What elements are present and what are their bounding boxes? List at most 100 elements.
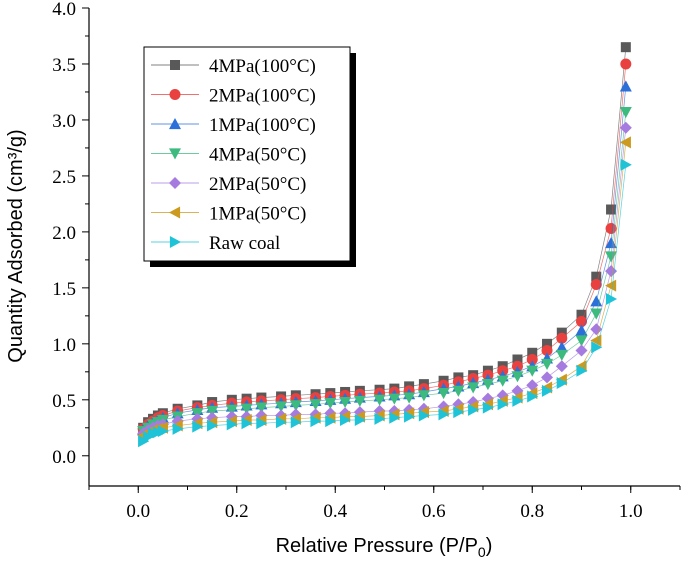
data-point [207, 419, 219, 432]
data-point [620, 58, 632, 70]
y-tick-label: 3.0 [52, 111, 76, 132]
legend-label: 2MPa(50°C) [209, 174, 306, 195]
data-point [590, 295, 603, 307]
data-point [576, 309, 587, 320]
data-point [275, 416, 288, 429]
data-point [590, 279, 602, 291]
data-point [590, 334, 602, 347]
y-tick-label: 1.0 [52, 335, 76, 356]
data-point [374, 412, 386, 425]
data-point [575, 335, 588, 347]
data-point [467, 382, 480, 394]
data-point [497, 398, 509, 411]
x-tick-label: 0.0 [126, 501, 150, 522]
data-point [590, 323, 603, 336]
data-point [575, 344, 588, 357]
series-7 [138, 158, 632, 448]
data-point [542, 338, 553, 349]
data-point [605, 279, 617, 292]
series-line [142, 47, 627, 429]
data-point [619, 107, 632, 119]
legend: 4MPa(100°C) 2MPa(100°C) 1MPa(100°C) 4MPa(50… [143, 46, 356, 267]
data-point [309, 399, 322, 411]
data-point [496, 375, 509, 387]
data-point [619, 80, 632, 92]
data-point [482, 401, 494, 414]
data-point [605, 293, 618, 306]
data-point [512, 354, 523, 365]
legend-marker [169, 177, 181, 189]
x-ticks: 0.0 0.2 0.4 0.6 0.8 1.0 [88, 486, 681, 522]
y-tick-label: 1.5 [52, 279, 76, 300]
legend-item: 2MPa(100°C) [151, 86, 316, 107]
legend-marker [169, 236, 181, 248]
data-point [373, 394, 386, 406]
data-point [541, 384, 554, 397]
data-point [511, 371, 524, 383]
data-point [556, 327, 567, 338]
data-point [575, 324, 588, 336]
data-point [388, 393, 401, 405]
data-point [225, 404, 238, 416]
y-axis-title: Quantity Adsorbed (cm³/g) [5, 129, 27, 362]
data-point [512, 394, 524, 407]
data-point [527, 390, 539, 403]
legend-item: 4MPa(100°C) [151, 56, 316, 77]
x-tick-label: 0.8 [520, 501, 544, 522]
legend-label: 1MPa(50°C) [209, 204, 306, 225]
data-point [255, 402, 268, 414]
data-point [555, 349, 568, 362]
data-point [192, 420, 204, 433]
series-line [143, 142, 627, 436]
data-point [339, 396, 352, 409]
data-point [591, 271, 602, 282]
data-point [481, 379, 494, 391]
data-point [256, 417, 268, 430]
data-point [157, 425, 169, 438]
data-point [354, 413, 366, 426]
data-point [556, 377, 568, 390]
data-point [290, 416, 302, 429]
data-point [555, 360, 568, 373]
data-point [240, 403, 253, 415]
data-point [403, 392, 416, 404]
legend-label: 2MPa(100°C) [209, 86, 316, 107]
data-point [389, 411, 401, 424]
data-point [275, 401, 288, 413]
data-point [468, 403, 480, 416]
data-point [541, 371, 554, 384]
legend-item: 4MPa(50°C) [151, 145, 306, 166]
data-point [438, 408, 450, 421]
data-point [310, 415, 322, 428]
legend-marker [169, 148, 181, 160]
data-point [417, 390, 430, 402]
data-point [619, 136, 631, 149]
series-line [142, 63, 627, 430]
data-point [555, 341, 568, 353]
data-point [404, 410, 416, 423]
data-point [418, 409, 430, 422]
legend-box [143, 46, 351, 262]
data-point [605, 265, 618, 278]
legend-marker [169, 118, 181, 130]
legend-marker [169, 89, 181, 100]
data-point [606, 204, 617, 215]
data-point [541, 358, 554, 370]
data-point [340, 413, 352, 426]
legend-label: 4MPa(100°C) [209, 56, 316, 77]
legend-item: 1MPa(50°C) [151, 204, 306, 225]
data-point [453, 406, 465, 419]
legend-item: 2MPa(50°C) [151, 174, 306, 195]
x-tick-label: 0.4 [323, 501, 347, 522]
series-line [143, 127, 627, 434]
data-point [206, 405, 219, 417]
data-point [437, 387, 450, 400]
data-point [526, 354, 538, 366]
legend-item: Raw coal [151, 233, 280, 254]
data-point [241, 417, 253, 430]
data-point [590, 308, 603, 320]
y-tick-label: 0.5 [52, 391, 76, 412]
legend-item: 1MPa(100°C) [151, 115, 316, 136]
data-point [526, 365, 539, 377]
